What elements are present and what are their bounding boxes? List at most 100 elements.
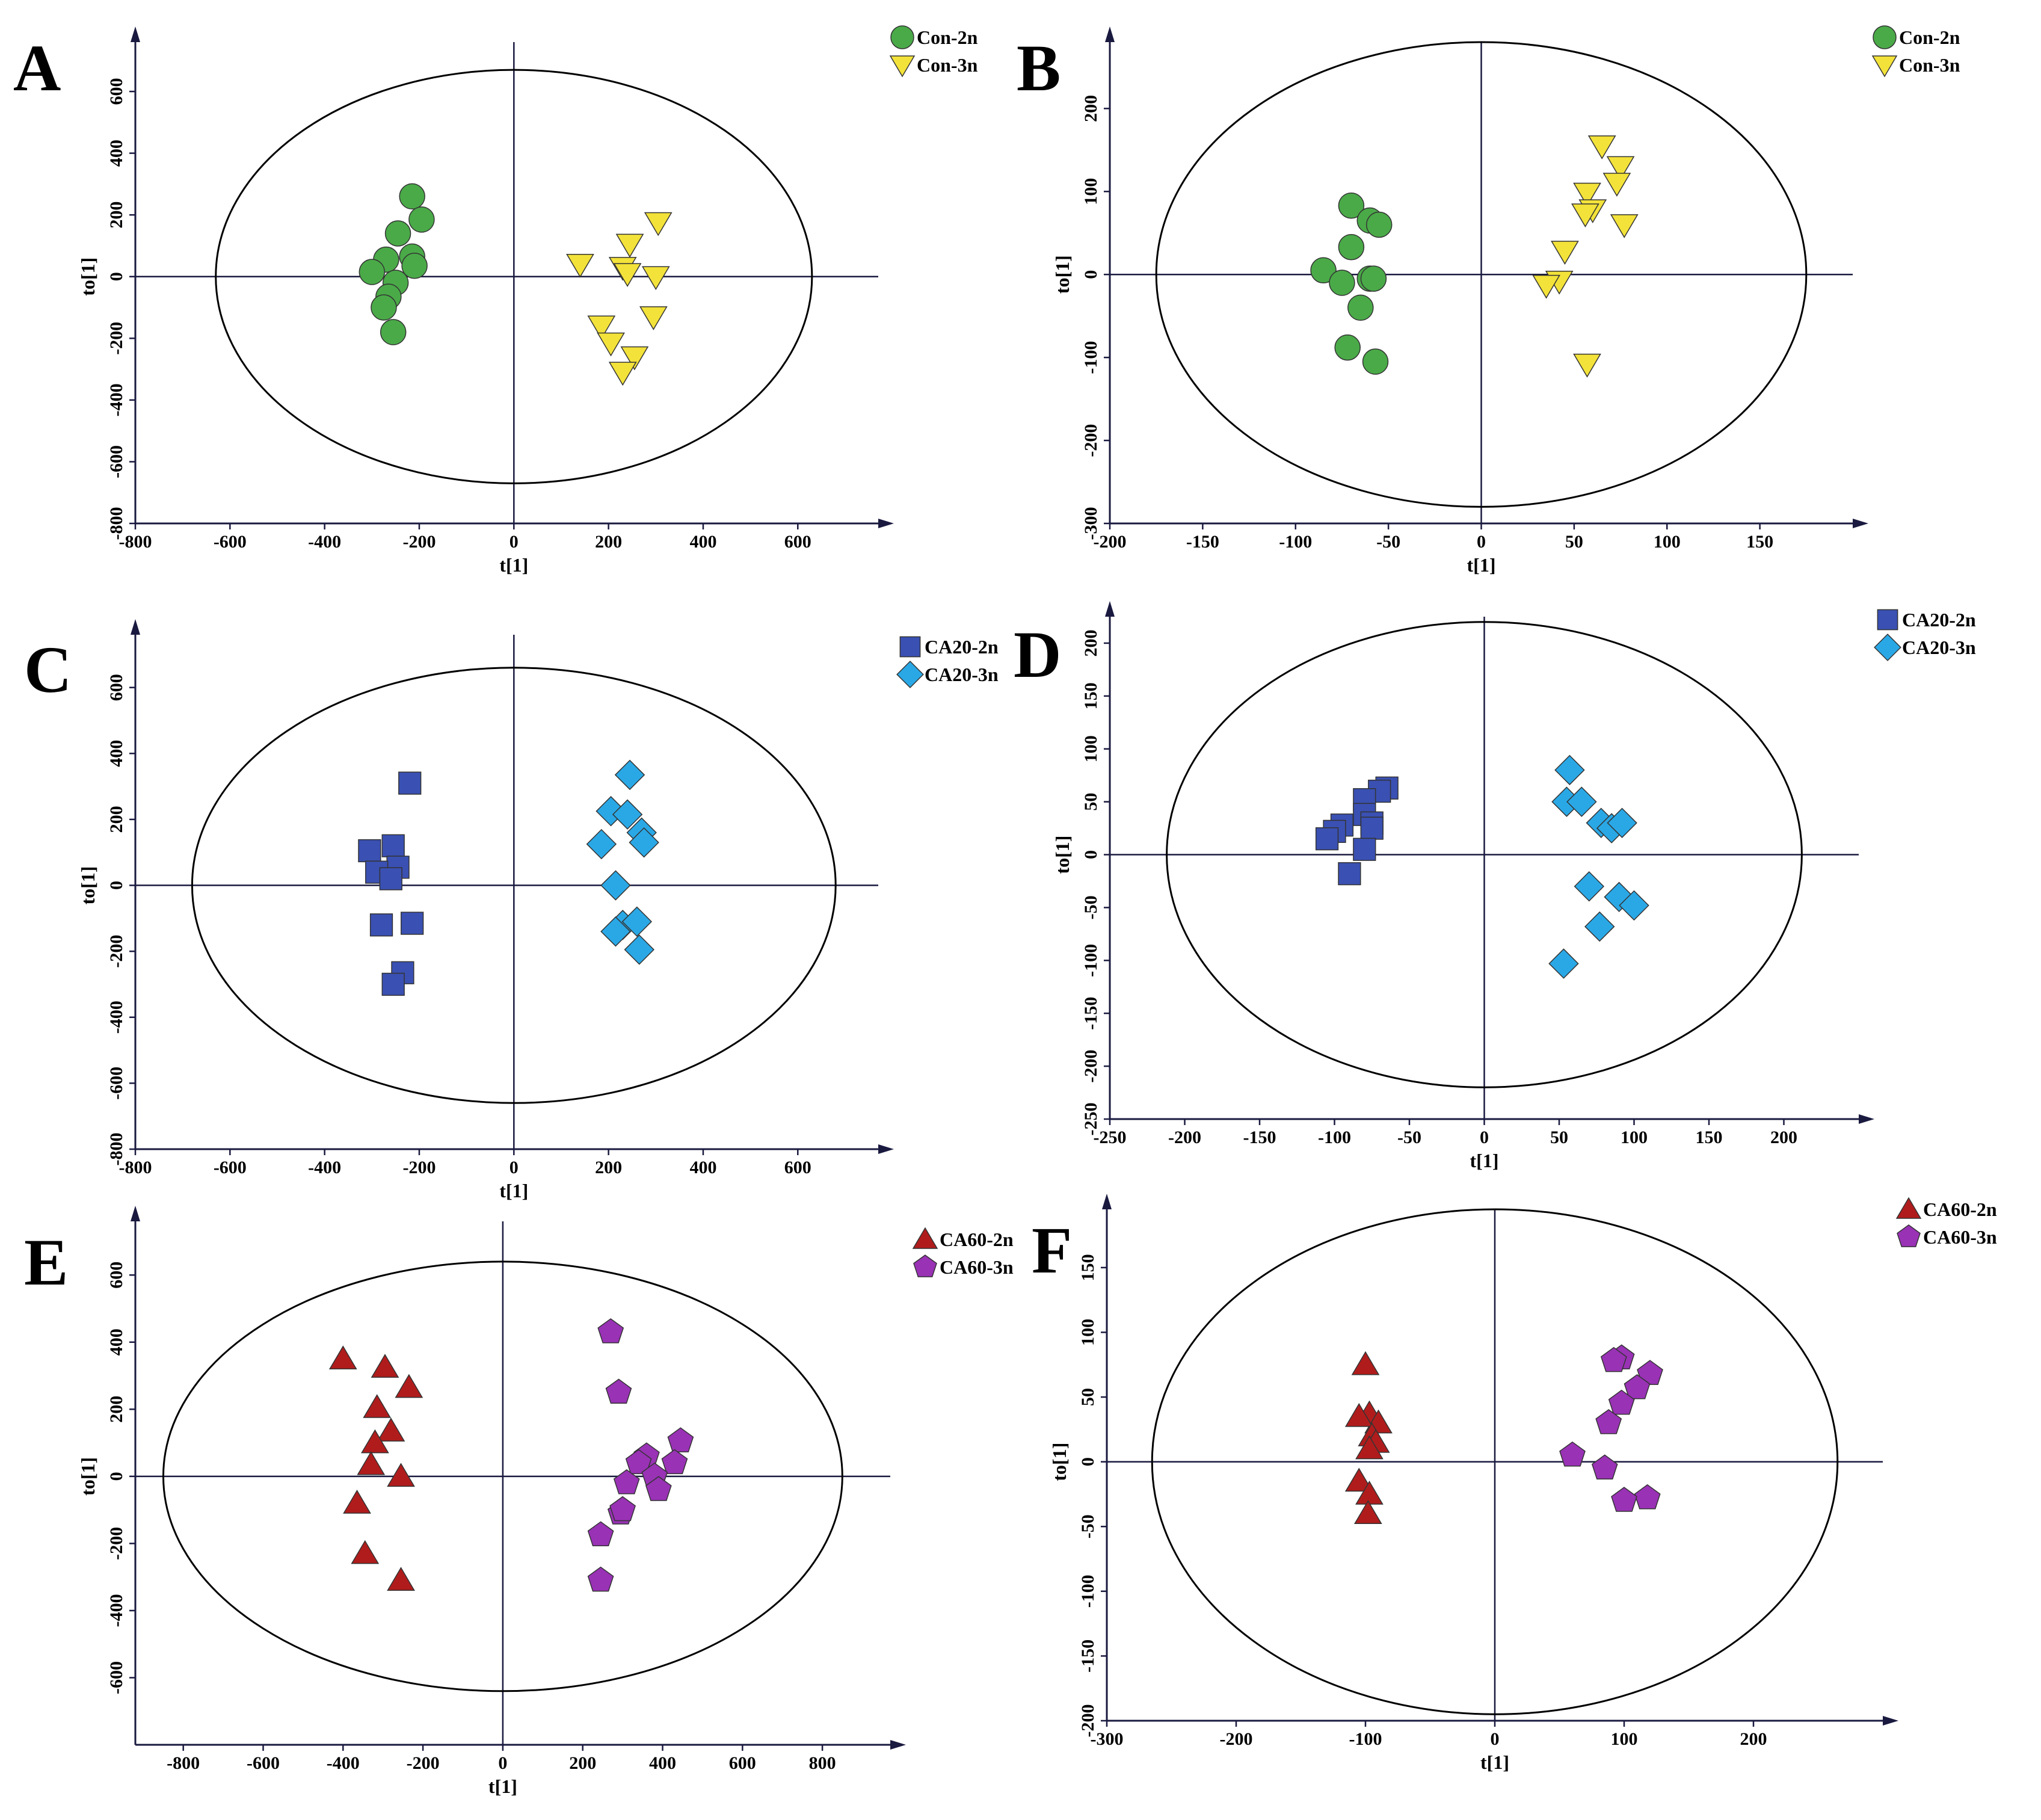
data-point-ca60-2n <box>395 1374 423 1398</box>
y-tick-label: -800 <box>106 1133 126 1166</box>
data-point-ca60-2n <box>351 1540 380 1564</box>
data-point-ca60-3n <box>1600 1346 1627 1372</box>
legend-marker <box>1877 609 1898 631</box>
y-tick-label: 100 <box>1078 1319 1098 1346</box>
y-tick-label: 400 <box>106 1328 126 1356</box>
confidence-ellipse <box>1155 41 1808 508</box>
x-axis-title: t[1] <box>499 554 528 576</box>
x-tick-label: 0 <box>1480 1127 1489 1147</box>
legend-marker <box>1897 1224 1921 1247</box>
data-point-con-3n <box>620 346 649 371</box>
data-point-ca20-2n <box>381 834 405 857</box>
data-point-ca60-2n <box>1344 1402 1373 1427</box>
data-point-con-2n <box>401 253 428 279</box>
y-axis-title: to[1] <box>1048 1443 1070 1481</box>
y-tick-label: -50 <box>1081 895 1101 919</box>
data-point-ca20-3n <box>621 906 653 937</box>
legend-label: CA20-3n <box>925 664 999 685</box>
data-point-con-3n <box>1571 203 1599 227</box>
data-point-ca20-3n <box>600 916 631 947</box>
x-axis-title: t[1] <box>488 1775 517 1797</box>
x-tick-label: -200 <box>1220 1729 1253 1749</box>
y-axis-arrow <box>131 1206 140 1221</box>
confidence-ellipse <box>162 1260 843 1692</box>
data-point-ca60-3n <box>1637 1360 1663 1385</box>
x-axis-title: t[1] <box>1467 554 1496 576</box>
x-tick-label: -200 <box>1094 532 1127 552</box>
x-tick-label: 600 <box>784 1158 811 1177</box>
data-point-con-2n <box>1360 265 1387 292</box>
data-point-con-3n <box>639 306 668 330</box>
y-tick-label: 0 <box>1078 1457 1098 1466</box>
y-axis-arrow <box>131 26 140 42</box>
y-tick-label: 200 <box>1081 629 1101 656</box>
y-tick-label: 600 <box>106 1262 126 1289</box>
y-tick-label: 600 <box>106 78 126 105</box>
x-tick-label: 100 <box>1611 1729 1638 1749</box>
data-point-ca60-2n <box>1353 1500 1382 1524</box>
legend-label: Con-3n <box>917 54 978 76</box>
data-point-ca60-3n <box>1591 1454 1618 1479</box>
y-axis-title: to[1] <box>77 258 99 296</box>
x-axis-arrow <box>1859 1114 1874 1124</box>
data-point-con-2n <box>371 294 397 321</box>
x-tick-label: 0 <box>498 1753 507 1773</box>
y-axis-arrow <box>1102 1194 1112 1209</box>
x-tick-label: -100 <box>1279 532 1312 552</box>
data-point-ca20-3n <box>1554 754 1585 786</box>
data-point-ca60-2n <box>387 1463 415 1487</box>
data-point-ca20-2n <box>1360 816 1384 840</box>
data-point-ca60-3n <box>1624 1374 1651 1399</box>
data-point-ca60-3n <box>587 1566 614 1592</box>
y-tick-label: -600 <box>106 1661 126 1694</box>
data-point-con-3n <box>644 212 673 236</box>
y-tick-label: -300 <box>1081 507 1101 540</box>
panel-letter: E <box>24 1226 68 1299</box>
data-point-ca20-3n <box>1566 786 1597 817</box>
legend-marker <box>890 25 914 49</box>
y-tick-label: 100 <box>1081 178 1101 205</box>
legend-label: CA60-3n <box>940 1256 1014 1278</box>
y-tick-label: -800 <box>106 507 126 540</box>
data-point-ca60-2n <box>387 1567 415 1591</box>
x-tick-label: 800 <box>809 1753 836 1773</box>
data-point-ca60-3n <box>609 1496 636 1522</box>
legend-marker <box>899 636 921 658</box>
y-tick-label: -200 <box>106 1527 126 1560</box>
data-point-con-2n <box>384 220 411 247</box>
x-tick-label: 150 <box>1696 1127 1723 1147</box>
data-point-ca60-3n <box>1634 1484 1661 1510</box>
data-point-con-3n <box>566 253 594 278</box>
x-tick-label: -50 <box>1397 1127 1421 1147</box>
y-tick-label: 50 <box>1078 1388 1098 1406</box>
x-tick-label: 400 <box>689 532 716 552</box>
panel-a: A -800 -600 -400 -200 0 200 400 600 -800 -600 -400 -… <box>13 25 978 576</box>
x-axis-title: t[1] <box>1480 1751 1509 1773</box>
x-tick-label: -150 <box>1186 532 1219 552</box>
confidence-ellipse <box>1151 1208 1839 1715</box>
data-point-ca60-3n <box>661 1449 688 1475</box>
y-tick-label: -200 <box>106 935 126 968</box>
data-point-con-3n <box>1610 214 1639 238</box>
y-tick-label: 0 <box>106 272 126 281</box>
y-tick-label: 200 <box>106 1396 126 1423</box>
legend-label: Con-2n <box>917 26 978 48</box>
panel-c: C -800 -600 -400 -200 0 200 400 600 -800 -600 -400 -… <box>24 619 999 1202</box>
legend-label: CA60-3n <box>1923 1226 1997 1248</box>
y-tick-label: -400 <box>106 383 126 416</box>
x-tick-label: 100 <box>1654 532 1681 552</box>
data-point-ca20-3n <box>1619 890 1649 921</box>
data-point-con-3n <box>1602 173 1631 197</box>
data-point-con-2n <box>408 206 435 233</box>
data-point-con-3n <box>1573 353 1601 378</box>
data-point-ca20-3n <box>629 827 659 858</box>
y-tick-label: 150 <box>1078 1254 1098 1281</box>
y-tick-label: 400 <box>106 740 126 767</box>
data-point-con-3n <box>1606 156 1635 180</box>
y-tick-label: 0 <box>1081 270 1101 279</box>
x-tick-label: 200 <box>1770 1127 1797 1147</box>
x-tick-label: 0 <box>1477 532 1486 552</box>
data-point-ca20-3n <box>1548 948 1579 979</box>
data-point-ca60-2n <box>1355 1435 1384 1460</box>
y-tick-label: 0 <box>106 1472 126 1481</box>
